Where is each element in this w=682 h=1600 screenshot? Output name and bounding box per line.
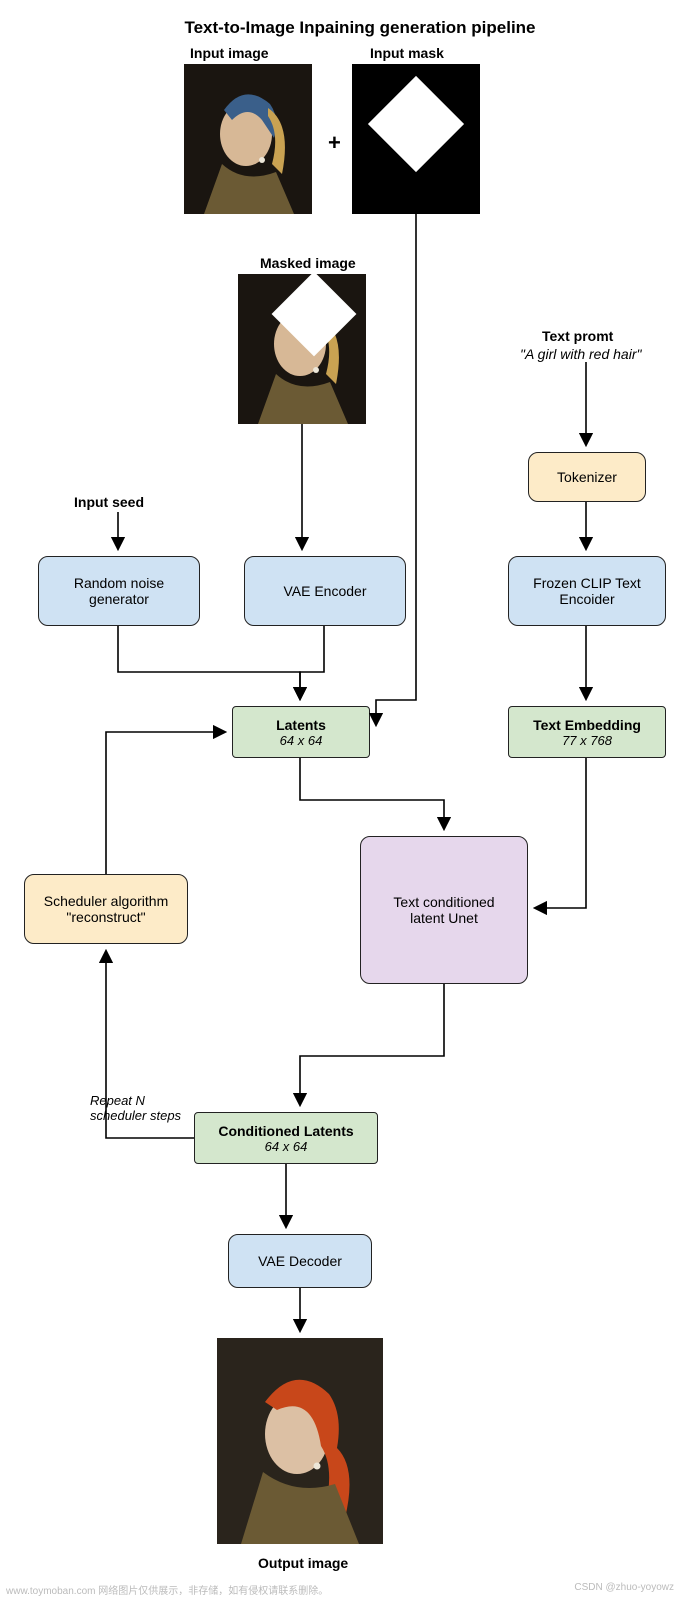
node-scheduler-line2: "reconstruct" [66, 909, 145, 925]
node-latents-label: Latents [276, 717, 326, 733]
node-condlat-sub: 64 x 64 [265, 1139, 308, 1154]
node-tokenizer-label: Tokenizer [557, 469, 617, 485]
node-latents-sub: 64 x 64 [280, 733, 323, 748]
node-rng: Random noise generator [38, 556, 200, 626]
plus-icon: + [328, 130, 341, 156]
node-rng-line2: generator [89, 591, 149, 607]
node-latents: Latents 64 x 64 [232, 706, 370, 758]
node-unet-line2: latent Unet [410, 910, 478, 926]
label-input-mask: Input mask [370, 45, 444, 61]
node-tokenizer: Tokenizer [528, 452, 646, 502]
node-rng-line1: Random noise [74, 575, 164, 591]
diagram-title: Text-to-Image Inpaining generation pipel… [160, 18, 560, 38]
input-image [184, 64, 312, 214]
node-vae-encoder-label: VAE Encoder [283, 583, 366, 599]
node-clip-line1: Frozen CLIP Text [533, 575, 641, 591]
node-textemb-label: Text Embedding [533, 717, 641, 733]
node-condlat-label: Conditioned Latents [218, 1123, 353, 1139]
node-unet: Text conditioned latent Unet [360, 836, 528, 984]
label-repeat: Repeat N scheduler steps [90, 1093, 181, 1123]
input-mask [352, 64, 480, 214]
node-scheduler-line1: Scheduler algorithm [44, 893, 169, 909]
node-textemb-sub: 77 x 768 [562, 733, 612, 748]
mask-icon [352, 64, 480, 214]
output-painting-icon [217, 1338, 383, 1544]
masked-painting-icon [238, 274, 366, 424]
label-input-image: Input image [190, 45, 269, 61]
node-text-embedding: Text Embedding 77 x 768 [508, 706, 666, 758]
label-masked-image: Masked image [260, 255, 356, 271]
node-conditioned-latents: Conditioned Latents 64 x 64 [194, 1112, 378, 1164]
node-unet-line1: Text conditioned [393, 894, 494, 910]
painting-icon [184, 64, 312, 214]
node-vae-encoder: VAE Encoder [244, 556, 406, 626]
output-image [217, 1338, 383, 1544]
node-vae-decoder-label: VAE Decoder [258, 1253, 342, 1269]
masked-image [238, 274, 366, 424]
node-vae-decoder: VAE Decoder [228, 1234, 372, 1288]
diagram-canvas: Text-to-Image Inpaining generation pipel… [0, 0, 682, 1600]
watermark-right: CSDN @zhuo-yoyowz [574, 1582, 674, 1593]
label-text-prompt: Text promt [542, 328, 613, 344]
node-clip-line2: Encoider [559, 591, 614, 607]
node-scheduler: Scheduler algorithm "reconstruct" [24, 874, 188, 944]
label-output-image: Output image [258, 1555, 348, 1571]
prompt-value: "A girl with red hair" [520, 346, 641, 362]
watermark-left: www.toymoban.com 网络图片仅供展示，非存储，如有侵权请联系删除。 [6, 1582, 328, 1597]
node-clip-encoder: Frozen CLIP Text Encoider [508, 556, 666, 626]
label-input-seed: Input seed [74, 494, 144, 510]
